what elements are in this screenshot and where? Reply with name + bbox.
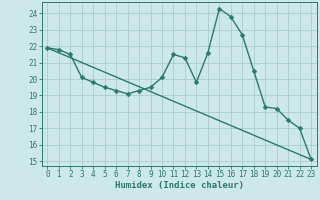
X-axis label: Humidex (Indice chaleur): Humidex (Indice chaleur) [115,181,244,190]
